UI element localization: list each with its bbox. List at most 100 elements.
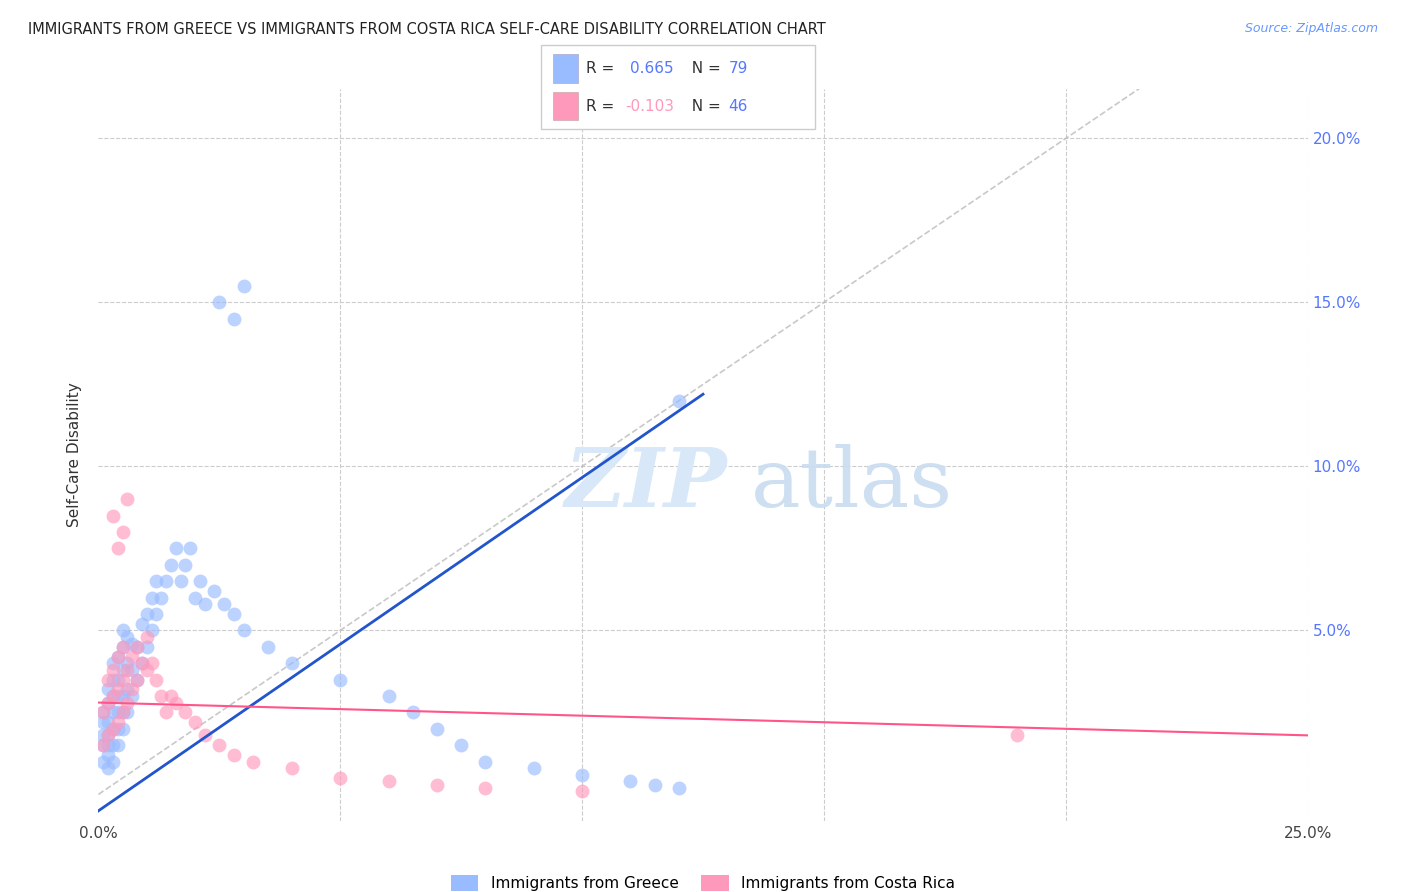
Point (91, 738, 114, 752)
Point (97, 738, 120, 752)
Point (97, 728, 120, 742)
Text: 79: 79 (728, 62, 748, 76)
Point (256, 640, 278, 654)
Point (107, 673, 129, 687)
Point (184, 591, 207, 605)
Point (97, 747, 120, 762)
Point (135, 630, 157, 644)
Point (212, 597, 235, 611)
Point (184, 715, 207, 730)
Point (150, 689, 173, 703)
Text: N =: N = (682, 99, 725, 113)
Point (107, 689, 129, 703)
Point (111, 689, 134, 703)
Point (111, 640, 134, 654)
Point (174, 706, 197, 720)
Point (194, 728, 217, 742)
Point (121, 649, 143, 664)
Point (208, 295, 231, 310)
Point (329, 771, 352, 785)
Point (131, 616, 153, 631)
Point (208, 738, 231, 752)
Point (121, 663, 143, 677)
Point (377, 689, 399, 703)
Point (571, 768, 593, 782)
Text: IMMIGRANTS FROM GREECE VS IMMIGRANTS FROM COSTA RICA SELF-CARE DISABILITY CORREL: IMMIGRANTS FROM GREECE VS IMMIGRANTS FRO… (28, 22, 825, 37)
Point (135, 663, 157, 677)
Point (117, 663, 139, 677)
Text: N =: N = (682, 62, 725, 76)
Point (141, 591, 163, 605)
Point (101, 663, 124, 677)
Point (474, 780, 496, 795)
Point (107, 706, 129, 720)
Point (281, 761, 304, 775)
Point (160, 558, 183, 572)
Point (426, 778, 449, 792)
Point (101, 722, 124, 736)
Point (111, 673, 134, 687)
Point (121, 636, 143, 650)
Point (402, 706, 425, 720)
Point (169, 574, 191, 589)
Point (450, 738, 472, 752)
Point (97, 728, 120, 742)
Point (188, 574, 211, 589)
Point (165, 541, 187, 556)
Point (117, 492, 139, 507)
Point (155, 574, 177, 589)
Point (222, 607, 245, 621)
Text: R =: R = (586, 99, 620, 113)
Point (281, 656, 304, 670)
Point (111, 663, 134, 677)
Point (97, 761, 120, 775)
Text: 46: 46 (728, 99, 748, 113)
Point (111, 706, 134, 720)
Point (117, 706, 139, 720)
Point (91, 755, 114, 769)
Point (107, 715, 129, 730)
Point (571, 784, 593, 798)
Point (107, 649, 129, 664)
Point (135, 640, 157, 654)
Point (232, 279, 254, 293)
Point (145, 574, 167, 589)
Point (107, 541, 129, 556)
Point (141, 624, 163, 638)
Point (117, 630, 139, 644)
Point (101, 673, 124, 687)
Point (150, 591, 173, 605)
Point (97, 673, 120, 687)
Text: 0.665: 0.665 (630, 62, 673, 76)
Point (101, 689, 124, 703)
Point (121, 682, 143, 697)
Point (135, 607, 157, 621)
Point (91, 706, 114, 720)
Point (668, 393, 690, 408)
Point (426, 722, 449, 736)
Point (145, 607, 167, 621)
Point (160, 689, 183, 703)
Point (101, 722, 124, 736)
Point (194, 597, 217, 611)
Point (107, 722, 129, 736)
Point (165, 696, 187, 710)
Point (222, 747, 245, 762)
Point (155, 706, 177, 720)
Point (121, 689, 143, 703)
Point (619, 774, 641, 789)
Point (117, 656, 139, 670)
Point (179, 541, 201, 556)
Point (377, 774, 399, 789)
Point (91, 728, 114, 742)
Point (111, 722, 134, 736)
Text: atlas: atlas (751, 444, 953, 524)
Point (111, 640, 134, 654)
Text: Source: ZipAtlas.com: Source: ZipAtlas.com (1244, 22, 1378, 36)
Point (107, 738, 129, 752)
Text: -0.103: -0.103 (626, 99, 675, 113)
Point (101, 656, 124, 670)
Point (91, 715, 114, 730)
Text: ZIP: ZIP (565, 444, 727, 524)
Point (127, 673, 149, 687)
